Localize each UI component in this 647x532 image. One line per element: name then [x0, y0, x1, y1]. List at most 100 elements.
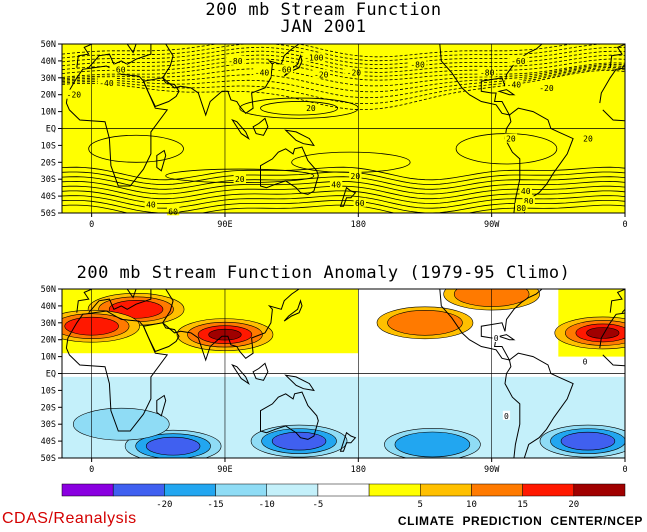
lon-tick-label: 0 — [622, 465, 627, 475]
negative-contour — [62, 44, 625, 62]
contour-label-bg — [349, 170, 362, 180]
anomaly-center — [394, 431, 471, 458]
lon-tick-label: 90E — [217, 220, 232, 230]
anomaly-center — [145, 436, 201, 456]
lat-tick-label: 30N — [41, 74, 56, 84]
footer-credit: CLIMATE PREDICTION CENTER/NCEP — [397, 514, 643, 528]
coast-sumatra — [231, 363, 250, 385]
coast-japan — [283, 299, 303, 322]
lat-tick-label: 40S — [41, 192, 56, 202]
contour-label-bg — [502, 410, 511, 420]
colorbar-label: 5 — [418, 500, 423, 510]
positive-contour — [62, 180, 625, 195]
colorbar-swatch — [471, 483, 523, 497]
coast-arabia — [142, 322, 180, 353]
colorbar-label: -5 — [312, 500, 323, 510]
lat-tick-label: EQ — [46, 125, 56, 135]
contour-label-bg — [226, 55, 245, 65]
anomaly-svg: 0 0 0 50N 40N 30N 20N 10N EQ 10S 20S 30S 40S 50S 0 90E 1… — [41, 285, 628, 475]
anomaly-center — [586, 327, 620, 339]
colorbar-label: 15 — [517, 500, 528, 510]
lat-tick-label: 10S — [41, 141, 56, 151]
positive-contour — [62, 166, 625, 181]
closed-contour — [88, 134, 184, 163]
contour-label-bg — [253, 67, 271, 77]
lat-tick-label: 10N — [41, 353, 56, 363]
contour-label: -80 — [228, 57, 243, 66]
colorbar-swatch — [317, 483, 370, 497]
coast-newguinea — [284, 129, 315, 147]
negative-contour — [62, 54, 625, 73]
coast-europe-wrap — [609, 44, 625, 69]
coastlines — [65, 289, 625, 458]
contour-label-bg — [97, 77, 116, 87]
colorbar-swatch — [522, 483, 575, 497]
contour-label-bg — [166, 206, 180, 216]
colorbar-swatch — [368, 483, 421, 497]
contour-label-bg — [275, 64, 294, 74]
contour-label: -20 — [314, 70, 329, 79]
contour-label-bg — [144, 199, 158, 209]
anomaly-center — [560, 431, 616, 451]
contour-label-bg — [109, 64, 128, 74]
lat-tick-label: 40N — [41, 57, 56, 67]
coast-africa — [65, 65, 169, 187]
lon-tick-label: 180 — [351, 220, 366, 230]
colorbar-swatch — [215, 483, 267, 497]
contour-label-bg — [478, 67, 497, 77]
contour-label-bg — [233, 174, 246, 184]
lon-tick-label: 90W — [484, 465, 500, 475]
contour-labels: -80 -100 -60 -40 -20 -20 -60 -40 -20 -80 -60 -80 -40… — [65, 52, 595, 216]
stream-function-anomaly-map: 0 0 0 50N 40N 30N 20N 10N EQ 10S 20S 30S 40S 50S 0 90E 1… — [0, 285, 647, 480]
lat-tick-label: 50S — [41, 454, 56, 464]
contour-label-bg — [312, 69, 331, 79]
coast-australia — [260, 146, 319, 195]
negative-contour — [62, 68, 625, 105]
contour-label-bg — [504, 133, 518, 143]
coast-newguinea — [284, 374, 315, 392]
coast-nz — [339, 431, 357, 452]
colorbar-label: -10 — [259, 500, 275, 510]
contour-label-bg — [492, 333, 500, 343]
contour-label: -60 — [277, 65, 292, 74]
contour-label: 40 — [331, 180, 341, 189]
coast-cuba — [497, 89, 516, 96]
contour-label-bg — [581, 133, 595, 143]
contour-label: -80 — [410, 60, 425, 69]
lat-tick-label: 10S — [41, 386, 56, 396]
anomaly-center — [72, 407, 170, 441]
contour-label-bg — [353, 197, 366, 207]
colorbar-label: -20 — [156, 500, 172, 510]
coast-samerica — [0, 108, 40, 213]
coast-samerica — [504, 352, 574, 458]
colorbar-label: 10 — [466, 500, 477, 510]
contour-label: -60 — [511, 57, 526, 66]
coast-africa-wrap — [599, 312, 625, 367]
closed-contour — [455, 133, 558, 165]
colorbar-swatch — [266, 483, 319, 497]
lat-tick-label: 20N — [41, 336, 56, 346]
footer-source: CDAS/Reanalysis — [2, 510, 137, 527]
contour-label: 20 — [306, 104, 316, 113]
lat-tick-label: 20S — [41, 158, 56, 168]
contour-label-bg — [408, 59, 427, 69]
coast-africa — [65, 310, 169, 432]
contour-label-bg — [329, 179, 343, 189]
contour-label-bg — [302, 52, 326, 62]
top-chart-title: 200 mb Stream Function — [205, 0, 442, 20]
contour-label: -80 — [480, 69, 495, 78]
contour-label: 80 — [524, 197, 534, 206]
contour-label: -40 — [507, 81, 522, 90]
lat-tick-label: 40S — [41, 437, 56, 447]
coast-samerica — [504, 107, 574, 213]
coast-arabia — [142, 77, 180, 108]
lon-tick-label: 0 — [89, 220, 94, 230]
contour-label-bg — [519, 186, 532, 196]
coast-borneo — [252, 117, 269, 136]
anomaly-center — [271, 431, 327, 451]
axes: 50N 40N 30N 20N 10N EQ 10S 20S 30S 40S 50S 0 90E 180 9… — [41, 40, 628, 230]
lon-tick-label: 90E — [217, 465, 232, 475]
coast-nz — [339, 186, 357, 207]
contour-label: 0 — [504, 412, 509, 421]
lon-tick-label: 90W — [484, 220, 500, 230]
